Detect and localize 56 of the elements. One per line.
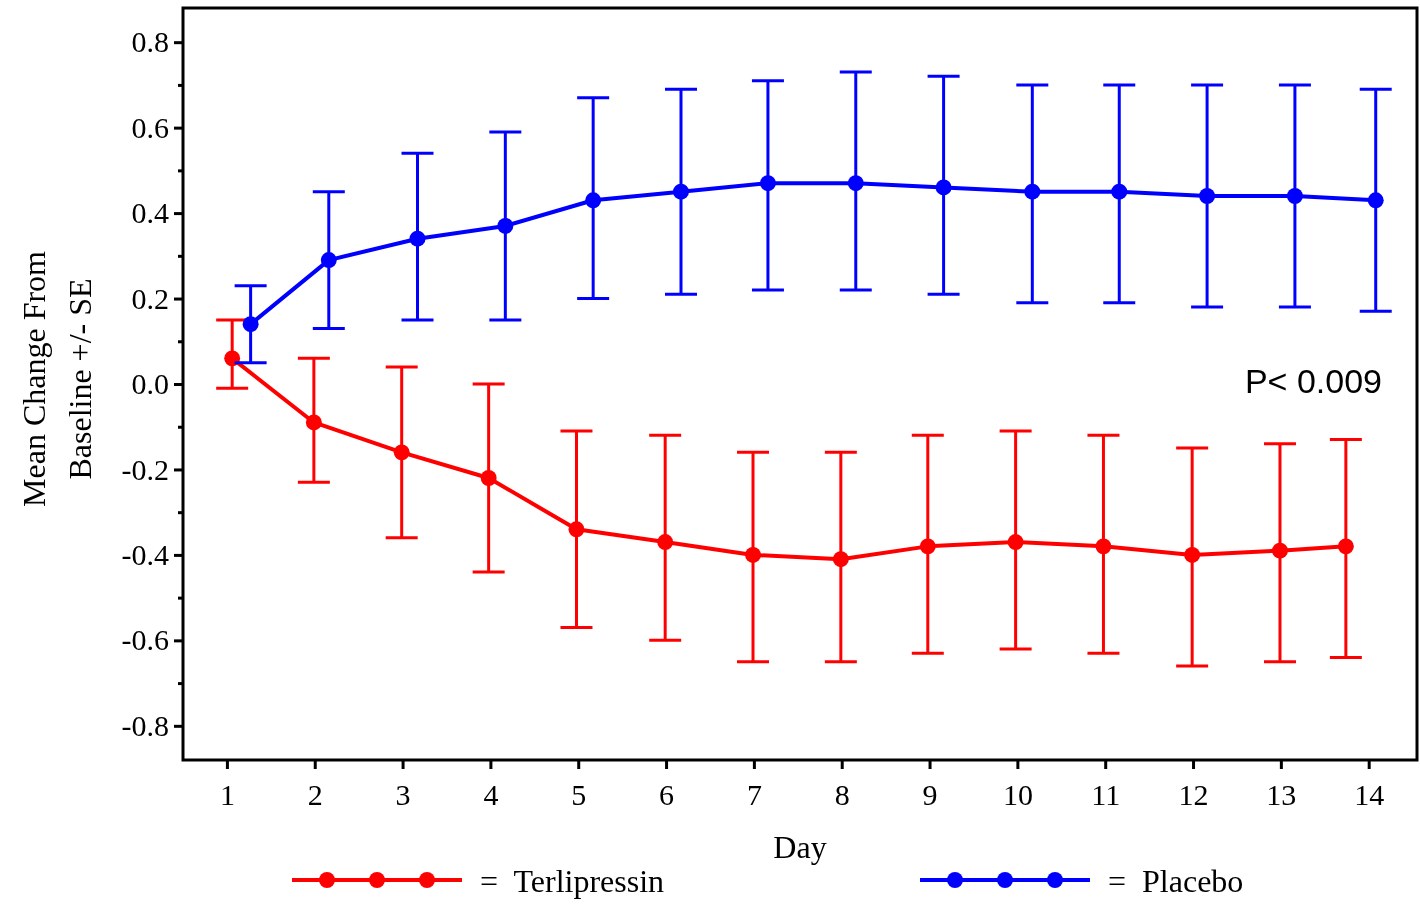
x-tick-label: 1 — [219, 778, 235, 811]
x-tick-label: 10 — [1002, 778, 1033, 811]
annotation: P< 0.009 — [1244, 362, 1382, 400]
y-tick-label: 0.2 — [131, 281, 169, 315]
x-tick-label: 7 — [746, 778, 762, 811]
point — [224, 350, 241, 367]
x-axis-title: Day — [773, 829, 827, 865]
y-tick-label: 0.6 — [131, 110, 169, 144]
y-axis-title: Mean Change From Baseline +/- SE — [16, 250, 98, 507]
x-tick-label: 6 — [659, 778, 675, 811]
point — [673, 183, 689, 200]
x-tick-label: 8 — [834, 778, 850, 811]
point — [759, 175, 776, 192]
y-tick-label: -0.6 — [121, 623, 169, 657]
point — [847, 175, 864, 192]
y-tick-label: -0.8 — [121, 708, 169, 742]
point — [393, 444, 410, 461]
x-tick-label: 9 — [922, 778, 938, 811]
point — [568, 521, 585, 538]
point — [305, 414, 322, 431]
y-tick-label: -0.4 — [121, 538, 169, 572]
y-tick-label: 0.8 — [131, 25, 169, 59]
point — [585, 192, 602, 209]
point — [1007, 534, 1024, 551]
point — [320, 252, 337, 269]
point — [409, 230, 426, 247]
point — [935, 179, 952, 196]
point — [480, 470, 497, 486]
point — [657, 534, 674, 551]
x-tick-label: 14 — [1354, 778, 1385, 811]
point — [832, 551, 849, 568]
point — [497, 217, 514, 234]
point — [1337, 538, 1354, 555]
x-tick-label: 11 — [1091, 778, 1121, 811]
x-tick-label: 12 — [1178, 778, 1209, 811]
point — [1111, 183, 1128, 200]
point — [1184, 546, 1201, 563]
point — [919, 538, 936, 555]
point — [1367, 192, 1384, 209]
x-tick-label: 13 — [1266, 778, 1297, 811]
y-tick-label: -0.2 — [121, 452, 169, 486]
point — [242, 316, 259, 333]
point — [1199, 188, 1216, 204]
legend-label: = Terlipressin — [480, 863, 665, 899]
point — [1286, 188, 1303, 204]
legend-label: = Placebo — [1108, 863, 1244, 899]
x-tick-label: 4 — [483, 778, 499, 811]
point — [1024, 183, 1041, 200]
x-tick-label: 3 — [395, 778, 411, 811]
y-tick-label: 0.4 — [131, 196, 169, 230]
x-tick-label: 5 — [571, 778, 587, 811]
x-tick-label: 2 — [307, 778, 323, 811]
point — [1272, 542, 1288, 559]
point — [1095, 538, 1112, 555]
point — [745, 546, 761, 563]
y-tick-label: 0.0 — [131, 367, 169, 401]
